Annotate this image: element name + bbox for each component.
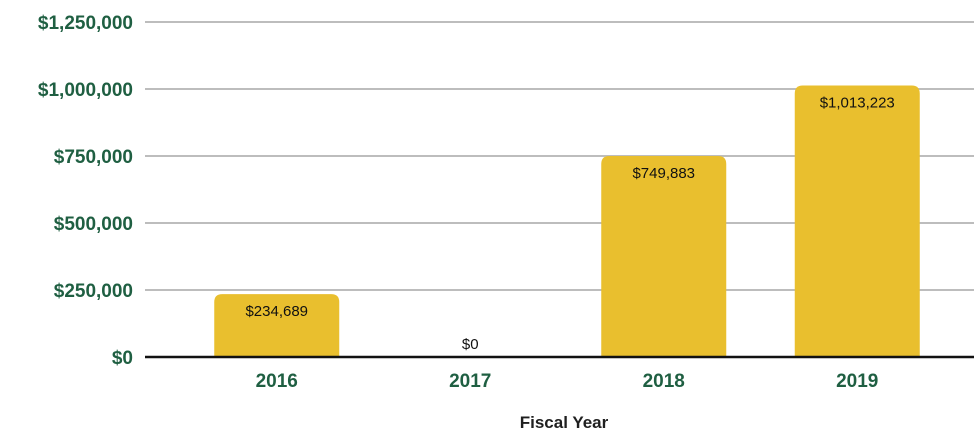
bars xyxy=(214,85,920,357)
x-tick-label: 2019 xyxy=(836,371,878,392)
y-tick-label: $1,250,000 xyxy=(38,13,133,34)
bar xyxy=(214,294,340,357)
data-label: $1,013,223 xyxy=(820,94,895,111)
y-tick-label: $750,000 xyxy=(54,147,133,168)
x-axis-tick-labels: 2016 2017 2018 2019 xyxy=(256,371,879,392)
y-axis-tick-labels: $0 $250,000 $500,000 $750,000 $1,000,000 $1,2… xyxy=(38,13,133,369)
y-tick-label: $250,000 xyxy=(54,281,133,302)
data-label: $749,883 xyxy=(632,165,695,182)
y-tick-label: $500,000 xyxy=(54,214,133,235)
bar xyxy=(601,156,727,357)
data-labels: $234,689 $0 $749,883 $1,013,223 xyxy=(245,94,894,353)
bar xyxy=(794,85,920,357)
y-tick-label: $0 xyxy=(112,348,133,369)
data-label: $0 xyxy=(462,336,479,353)
x-axis-label: Fiscal Year xyxy=(520,413,609,432)
data-label: $234,689 xyxy=(245,303,308,320)
y-tick-label: $1,000,000 xyxy=(38,80,133,101)
x-tick-label: 2017 xyxy=(449,371,491,392)
x-tick-label: 2018 xyxy=(643,371,685,392)
x-tick-label: 2016 xyxy=(256,371,298,392)
